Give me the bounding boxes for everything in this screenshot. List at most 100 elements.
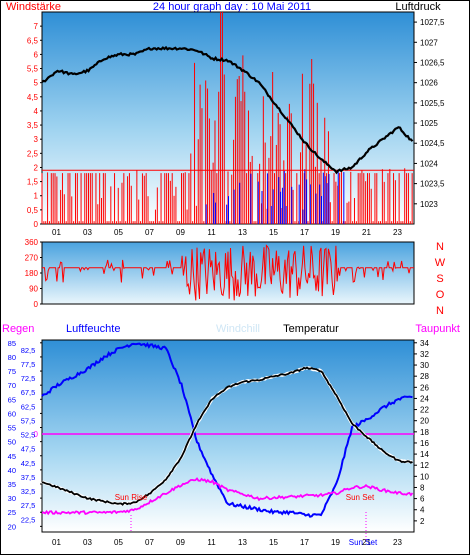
wind-axis-title: Windstärke: [6, 1, 61, 13]
humidity-tick-label: 60: [8, 409, 16, 418]
pressure-tick-label: 1024: [420, 159, 438, 168]
temperature-tick-label: 34: [420, 339, 429, 348]
compass-label: N: [436, 305, 444, 317]
wind-tick-label: 4,5: [27, 93, 39, 102]
humidity-ticks: 85 80 75 70 65 60 55 50 45 40 35 30 25 20 82,5 77,5 72,5…: [8, 339, 42, 531]
humidity-line: [41, 342, 413, 518]
legend-temperature: Temperatur: [283, 323, 339, 335]
wind-tick-label: 2,5: [27, 149, 39, 158]
wind-tick-label: 3,5: [27, 121, 39, 130]
humidity-tick-label: 80: [8, 353, 16, 362]
hour-label: 13: [238, 538, 247, 547]
hour-label: 15: [269, 538, 278, 547]
humidity-tick-label: 70: [8, 381, 16, 390]
humidity-tick-label: 25: [8, 508, 16, 517]
hour-label: 21: [362, 538, 371, 547]
hour-label: 17: [300, 538, 309, 547]
hour-label: 19: [331, 228, 340, 237]
wind-tick-label: 5,5: [27, 65, 39, 74]
humidity-tick-label: 35: [8, 480, 16, 489]
hour-label: 19: [331, 538, 340, 547]
hour-label: 13: [238, 228, 247, 237]
sunrise-label: Sun Rise: [115, 493, 148, 502]
hour-label: 11: [207, 538, 216, 547]
compass-label: W: [435, 257, 446, 269]
temperature-x-labels: 01 03 05 07 09 11 13 15 17 19 21 23: [52, 538, 402, 547]
wind-tick-label: 5: [34, 79, 39, 88]
hour-label: 11: [207, 228, 216, 237]
humidity-minor-label: 77,5: [21, 360, 36, 369]
temperature-tick-label: 14: [420, 450, 429, 459]
humidity-minor-label: 67,5: [21, 388, 36, 397]
temperature-tick-label: 20: [420, 417, 429, 426]
pressure-tick-label: 1027: [420, 38, 438, 47]
wind-tick-label: 6,5: [27, 36, 39, 45]
humidity-minor-label: 27,5: [21, 501, 36, 510]
hour-label: 21: [362, 228, 371, 237]
wind-tick-label: 1: [34, 192, 39, 201]
dewpoint-line: [41, 477, 414, 516]
direction-degree-ticks: 360 270 180 90 0: [25, 238, 42, 309]
hour-label: 05: [114, 538, 123, 547]
humidity-minor-label: 22,5: [21, 515, 36, 524]
wind-pressure-x-labels: 01 03 05 07 09 11 13 15 17 19 21 23: [52, 228, 402, 237]
temperature-tick-label: 18: [420, 428, 429, 437]
hour-label: 03: [83, 538, 92, 547]
temperature-tick-label: 8: [420, 483, 425, 492]
humidity-tick-label: 65: [8, 395, 16, 404]
hour-label: 17: [300, 228, 309, 237]
humidity-minor-label: 57,5: [21, 416, 36, 425]
hour-label: 15: [269, 228, 278, 237]
wind-direction-line: [42, 244, 414, 301]
hour-label: 01: [52, 538, 61, 547]
sunset-label: Sun Set: [346, 493, 375, 502]
humidity-minor-label: 52,5: [21, 431, 36, 440]
humidity-tick-label: 45: [8, 452, 16, 461]
hour-label: 03: [83, 228, 92, 237]
chart-title: 24 hour graph day : 10 Mai 2011: [153, 1, 311, 13]
direction-tick-label: 270: [25, 254, 39, 263]
humidity-tick-label: 30: [8, 494, 16, 503]
temperature-tick-label: 16: [420, 439, 429, 448]
temperature-tick-label: 4: [420, 506, 425, 515]
wind-tick-label: 3: [34, 135, 39, 144]
wind-tick-label: 0,5: [27, 206, 39, 215]
temperature-tick-label: 28: [420, 372, 429, 381]
temperature-tick-label: 12: [420, 461, 429, 470]
temperature-tick-label: 24: [420, 394, 429, 403]
pressure-tick-label: 1025: [420, 119, 438, 128]
hour-label: 07: [145, 228, 154, 237]
temperature-ticks: 34 32 30 28 26 24 22 20 18 16 14 12 10 8 6 4 2: [414, 339, 429, 526]
temperature-tick-label: 32: [420, 350, 429, 359]
compass-label: O: [436, 289, 445, 301]
wind-tick-label: 6: [34, 50, 39, 59]
wind-tick-label: 7: [34, 22, 39, 31]
wind-tick-label: 0: [34, 220, 39, 229]
wind-tick-label: 2: [34, 163, 39, 172]
pressure-tick-label: 1023,5: [420, 180, 445, 189]
humidity-tick-label: 50: [8, 438, 16, 447]
hour-label: 07: [145, 538, 154, 547]
wind-direction-plot-area: [41, 241, 415, 305]
humidity-minor-label: 62,5: [21, 402, 36, 411]
temperature-tick-label: 6: [420, 495, 425, 504]
pressure-tick-label: 1024,5: [420, 139, 445, 148]
compass-label: N: [436, 241, 444, 253]
pressure-line: [41, 45, 414, 175]
legend-humidity: Luftfeuchte: [66, 323, 120, 335]
direction-tick-label: 180: [25, 269, 39, 278]
wind-bars: [41, 12, 414, 224]
legend-windchill: Windchill: [216, 323, 260, 335]
humidity-tick-label: 40: [8, 466, 16, 475]
direction-tick-label: 0: [34, 300, 39, 309]
humidity-tick-label: 55: [8, 424, 16, 433]
legend-rain: Regen: [2, 323, 34, 335]
wind-tick-label: 1,5: [27, 178, 39, 187]
direction-tick-label: 360: [25, 238, 39, 247]
sunset-axis-label: Sun Set: [349, 538, 378, 547]
hour-label: 05: [114, 228, 123, 237]
wind-speed-ticks: 7 6,5 6 5,5 5 4,5 4 3,5 3 2,5 2 1,5 1 0,5 0: [27, 22, 42, 229]
humidity-tick-label: 85: [8, 339, 16, 348]
